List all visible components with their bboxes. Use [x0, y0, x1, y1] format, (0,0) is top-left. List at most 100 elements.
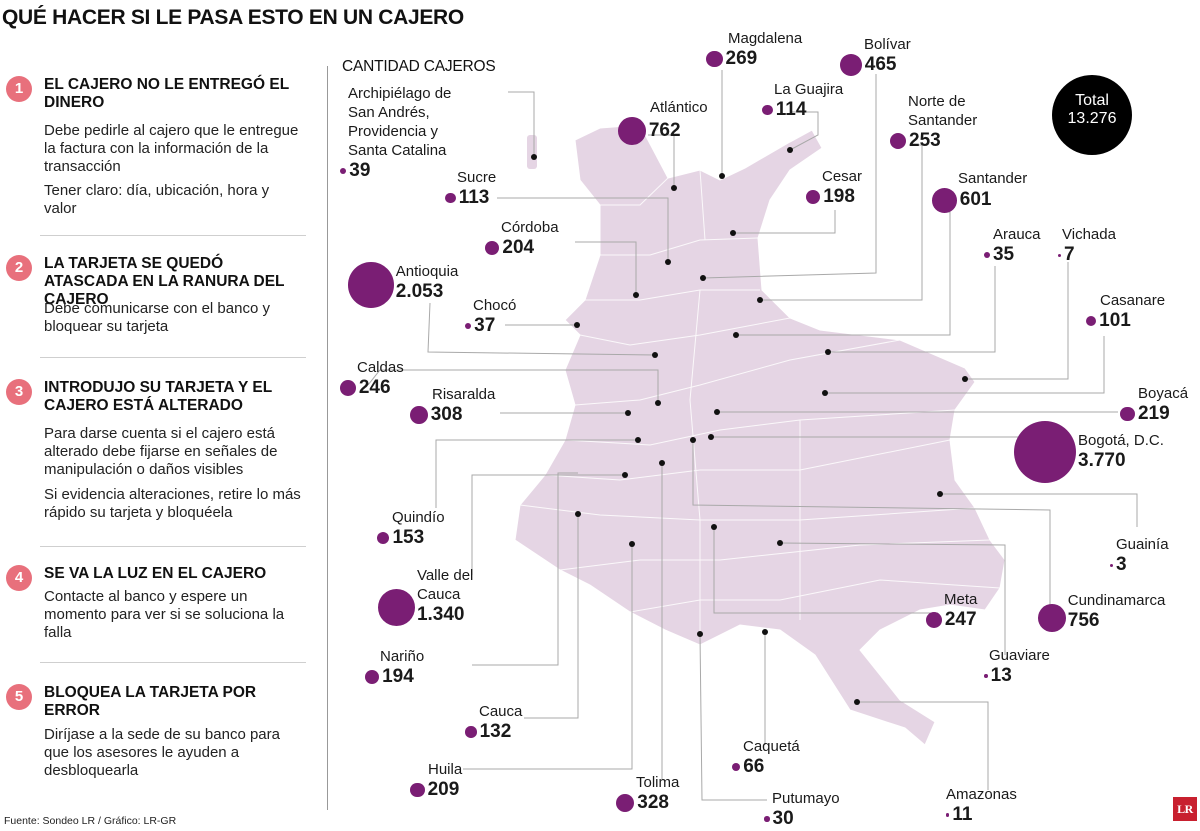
value-bubble [946, 813, 950, 817]
dept-label-quindio: Quindío 153 [377, 508, 445, 549]
value-bubble [377, 531, 390, 545]
dept-name: Valle del Cauca [416, 567, 474, 603]
dept-value: 13 [990, 665, 1012, 686]
location-point [730, 230, 736, 236]
dept-value: 308 [430, 404, 463, 425]
dept-value: 601 [959, 189, 992, 211]
dept-value: 756 [1067, 610, 1100, 631]
location-point [629, 541, 635, 547]
value-bubble [340, 380, 356, 396]
location-point [665, 259, 671, 265]
tip-text: Debe pedirle al cajero que le entregue l… [44, 122, 299, 175]
dept-label-san-andres: Archipiélago de San Andrés, Providencia … [340, 84, 470, 182]
dept-label-bolivar: Bolívar 465 [840, 35, 911, 76]
tip-divider [40, 662, 306, 663]
location-point [690, 437, 696, 443]
dept-label-norte-santander: Norte de Santander 253 [890, 92, 1000, 152]
dept-value: 2.053 [395, 281, 444, 302]
value-bubble [932, 188, 957, 213]
total-label: Total [1075, 92, 1109, 109]
location-point [700, 275, 706, 281]
location-point [719, 173, 725, 179]
dept-value: 113 [458, 187, 490, 208]
value-bubble [984, 674, 988, 678]
tip-number-badge: 3 [6, 379, 32, 405]
dept-name: Tolima [636, 774, 680, 791]
value-bubble [340, 167, 347, 175]
tip-title: INTRODUJO SU TARJETA Y EL CAJERO ESTÁ AL… [44, 379, 272, 414]
dept-label-guainia: Guainía 3 [1110, 535, 1169, 576]
dept-name: Cundinamarca [1067, 592, 1166, 609]
map-heading: CANTIDAD CAJEROS [342, 58, 496, 75]
lr-logo: LR [1173, 797, 1197, 821]
colombia-outline [514, 124, 1006, 746]
dept-value: 66 [743, 756, 765, 777]
dept-name: Sucre [457, 169, 497, 186]
dept-value: 198 [823, 186, 855, 207]
location-point [825, 349, 831, 355]
dept-name: Quindío [392, 509, 445, 526]
location-point [697, 631, 703, 637]
value-bubble [840, 54, 862, 76]
dept-label-santander: Santander 601 [932, 169, 1027, 213]
dept-name: Caquetá [743, 738, 800, 755]
dept-name: Arauca [993, 226, 1041, 243]
dept-name: Cesar [822, 168, 863, 185]
dept-label-tolima: Tolima 328 [616, 773, 679, 814]
dept-name: Chocó [473, 297, 517, 314]
dept-value: 101 [1099, 310, 1131, 331]
tip-title: LA TARJETA SE QUEDÓ ATASCADA EN LA RANUR… [44, 255, 285, 308]
dept-label-valle: Valle del Cauca 1.340 [378, 566, 487, 626]
value-bubble [1086, 315, 1097, 327]
value-bubble [1014, 421, 1076, 483]
location-point [762, 629, 768, 635]
dept-label-vichada: Vichada 7 [1058, 225, 1116, 266]
value-bubble [984, 252, 990, 258]
dept-label-casanare: Casanare 101 [1086, 291, 1165, 332]
dept-value: 11 [952, 804, 973, 825]
value-bubble [465, 322, 472, 330]
dept-name: Guaviare [989, 647, 1050, 664]
location-point [937, 491, 943, 497]
location-point [575, 511, 581, 517]
dept-name: Putumayo [772, 790, 840, 807]
dept-value: 209 [427, 779, 460, 800]
value-bubble [1058, 253, 1061, 257]
infographic-title: QUÉ HACER SI LE PASA ESTO EN UN CAJERO [2, 6, 464, 29]
value-bubble [1110, 563, 1113, 567]
tip-title: BLOQUEA LA TARJETA POR ERROR [44, 684, 257, 719]
location-point [711, 524, 717, 530]
value-bubble [806, 189, 821, 205]
dept-label-bogota: Bogotá, D.C. 3.770 [1014, 421, 1164, 483]
dept-name: Antioquia [395, 263, 459, 280]
dept-value: 465 [864, 54, 897, 75]
dept-name: Boyacá [1138, 385, 1189, 402]
dept-label-cordoba: Córdoba 204 [485, 218, 559, 259]
dept-name: Caldas [357, 359, 404, 376]
dept-label-narino: Nariño 194 [365, 647, 424, 688]
location-point [962, 376, 968, 382]
total-value: 13.276 [1067, 110, 1117, 127]
value-bubble [410, 782, 425, 798]
dept-name: Amazonas [946, 786, 1017, 803]
dept-label-atlantico: Atlántico 762 [618, 98, 708, 145]
value-bubble [706, 50, 723, 68]
location-point [633, 292, 639, 298]
dept-name: Risaralda [432, 386, 496, 403]
dept-name: Archipiélago de San Andrés, Providencia … [348, 85, 452, 159]
dept-value: 253 [909, 130, 941, 151]
dept-value: 762 [648, 119, 681, 141]
dept-value: 194 [382, 666, 414, 687]
tip-text: Si evidencia alteraciones, retire lo más… [44, 486, 301, 521]
location-point [625, 410, 631, 416]
tip-title: EL CAJERO NO LE ENTREGÓ EL DINERO [44, 76, 289, 111]
dept-name: Bolívar [864, 36, 911, 53]
value-bubble [465, 726, 477, 738]
location-points [531, 147, 968, 705]
location-point [733, 332, 739, 338]
dept-value: 246 [358, 377, 391, 398]
dept-name: Santander [958, 170, 1028, 187]
dept-value: 1.340 [416, 604, 465, 625]
tip-number-badge: 1 [6, 76, 32, 102]
